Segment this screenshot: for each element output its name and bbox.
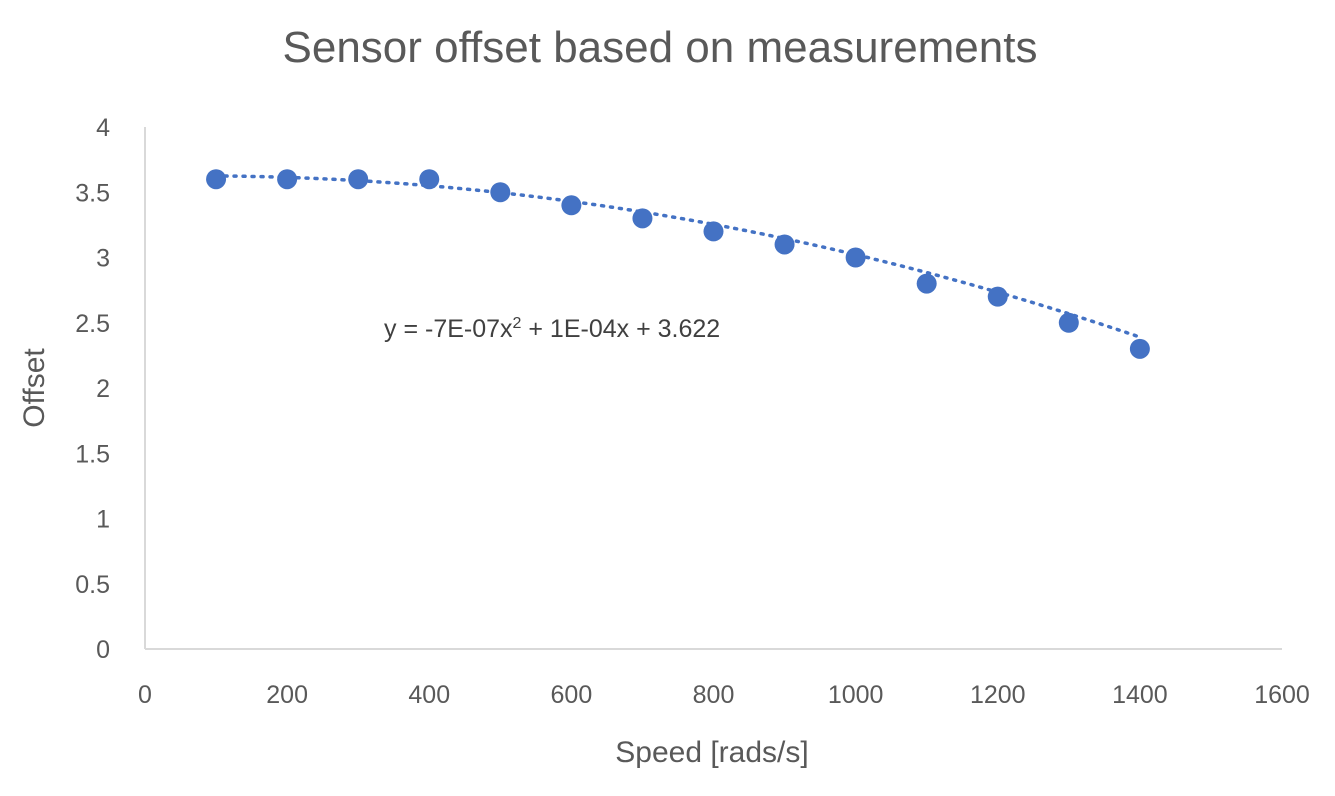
- data-point: [632, 208, 653, 229]
- data-point: [561, 195, 582, 216]
- chart-title: Sensor offset based on measurements: [283, 23, 1038, 72]
- y-tick-label: 1: [96, 506, 110, 534]
- data-point: [1129, 338, 1150, 359]
- data-point: [987, 286, 1008, 307]
- x-tick-labels: 0 200 400 600 800 1000 1200 1400 1600: [138, 681, 1310, 709]
- equation-prefix: y = -7E-07x: [384, 315, 513, 343]
- data-point: [916, 273, 937, 294]
- data-point: [490, 182, 511, 203]
- x-tick-label: 800: [693, 681, 735, 709]
- y-tick-label: 4: [96, 114, 110, 142]
- x-tick-label: 1000: [828, 681, 884, 709]
- y-tick-label: 2.5: [75, 310, 110, 338]
- x-tick-label: 600: [551, 681, 593, 709]
- y-axis-title: Offset: [18, 348, 51, 428]
- x-tick-label: 1400: [1112, 681, 1168, 709]
- x-axis-title: Speed [rads/s]: [615, 736, 808, 769]
- data-point: [348, 169, 369, 190]
- data-point: [845, 247, 866, 268]
- equation-suffix: + 1E-04x + 3.622: [521, 315, 720, 343]
- x-tick-label: 1600: [1254, 681, 1310, 709]
- trendline-equation: y = -7E-07x2 + 1E-04x + 3.622: [384, 315, 720, 343]
- y-tick-label: 2: [96, 375, 110, 403]
- y-tick-label: 3: [96, 245, 110, 273]
- data-point: [1058, 312, 1079, 333]
- x-tick-label: 200: [266, 681, 308, 709]
- x-tick-label: 1200: [970, 681, 1026, 709]
- y-tick-label: 0.5: [75, 571, 110, 599]
- y-tick-label: 1.5: [75, 440, 110, 468]
- data-point: [277, 169, 298, 190]
- y-tick-label: 3.5: [75, 179, 110, 207]
- data-point: [774, 234, 795, 255]
- data-point: [703, 221, 724, 242]
- data-point: [419, 169, 440, 190]
- polynomial-trendline: [214, 174, 1142, 339]
- y-tick-labels: 0 0.5 1 1.5 2 2.5 3 3.5 4: [75, 114, 110, 664]
- x-tick-label: 0: [138, 681, 152, 709]
- equation-exponent: 2: [513, 315, 522, 332]
- data-points: [206, 169, 1150, 359]
- x-tick-label: 400: [408, 681, 450, 709]
- data-point: [206, 169, 227, 190]
- axes: [144, 127, 1282, 650]
- y-tick-label: 0: [96, 636, 110, 664]
